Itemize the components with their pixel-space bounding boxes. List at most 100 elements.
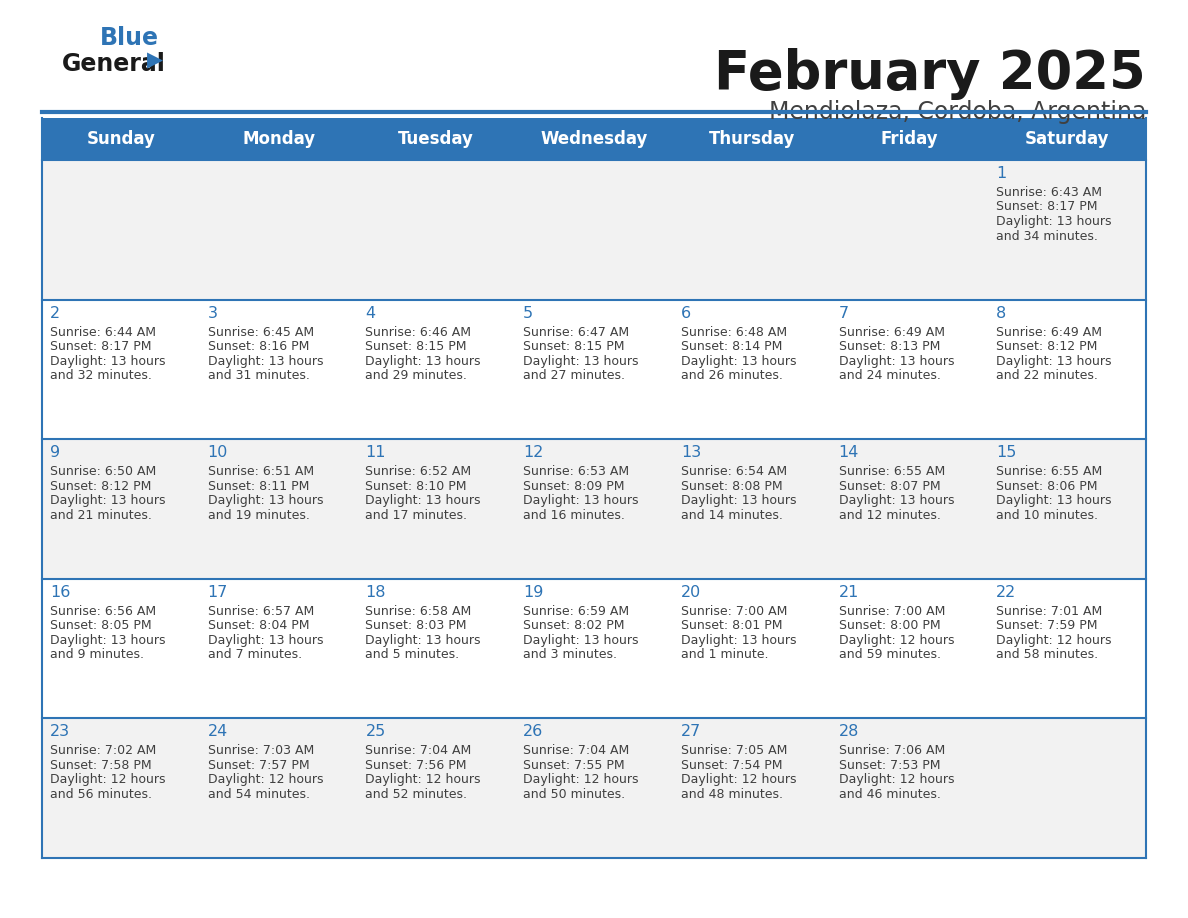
Text: Daylight: 13 hours: Daylight: 13 hours — [681, 633, 796, 647]
Text: Sunset: 8:09 PM: Sunset: 8:09 PM — [523, 480, 625, 493]
Bar — [42, 719, 1146, 858]
Text: 4: 4 — [366, 306, 375, 320]
Text: 21: 21 — [839, 585, 859, 599]
Text: Daylight: 13 hours: Daylight: 13 hours — [681, 494, 796, 508]
Text: 18: 18 — [366, 585, 386, 599]
Text: and 50 minutes.: and 50 minutes. — [523, 788, 625, 800]
Text: Thursday: Thursday — [708, 130, 795, 148]
Text: Sunrise: 7:00 AM: Sunrise: 7:00 AM — [681, 605, 788, 618]
Text: Sunset: 7:55 PM: Sunset: 7:55 PM — [523, 759, 625, 772]
Text: Daylight: 13 hours: Daylight: 13 hours — [997, 494, 1112, 508]
Text: and 58 minutes.: and 58 minutes. — [997, 648, 1099, 661]
Text: Daylight: 13 hours: Daylight: 13 hours — [997, 215, 1112, 228]
Text: Daylight: 13 hours: Daylight: 13 hours — [50, 633, 165, 647]
Text: Sunset: 7:57 PM: Sunset: 7:57 PM — [208, 759, 309, 772]
Text: Sunset: 8:12 PM: Sunset: 8:12 PM — [50, 480, 151, 493]
Text: Daylight: 12 hours: Daylight: 12 hours — [366, 773, 481, 787]
Text: Sunset: 8:15 PM: Sunset: 8:15 PM — [366, 340, 467, 353]
Text: Sunset: 8:08 PM: Sunset: 8:08 PM — [681, 480, 783, 493]
Text: Daylight: 12 hours: Daylight: 12 hours — [997, 633, 1112, 647]
Text: Daylight: 13 hours: Daylight: 13 hours — [208, 354, 323, 367]
Text: 27: 27 — [681, 724, 701, 739]
Text: Sunset: 8:15 PM: Sunset: 8:15 PM — [523, 340, 625, 353]
Text: Daylight: 12 hours: Daylight: 12 hours — [839, 633, 954, 647]
Text: Daylight: 13 hours: Daylight: 13 hours — [366, 494, 481, 508]
Text: 8: 8 — [997, 306, 1006, 320]
Text: General: General — [62, 52, 166, 76]
Text: Sunrise: 6:43 AM: Sunrise: 6:43 AM — [997, 186, 1102, 199]
Text: Daylight: 13 hours: Daylight: 13 hours — [50, 494, 165, 508]
Text: 5: 5 — [523, 306, 533, 320]
Text: Daylight: 12 hours: Daylight: 12 hours — [523, 773, 639, 787]
Text: Sunrise: 7:01 AM: Sunrise: 7:01 AM — [997, 605, 1102, 618]
Bar — [42, 579, 1146, 719]
Text: Sunset: 8:14 PM: Sunset: 8:14 PM — [681, 340, 782, 353]
Text: 2: 2 — [50, 306, 61, 320]
Text: Tuesday: Tuesday — [398, 130, 474, 148]
Text: and 22 minutes.: and 22 minutes. — [997, 369, 1098, 382]
Text: Sunrise: 6:58 AM: Sunrise: 6:58 AM — [366, 605, 472, 618]
Text: 7: 7 — [839, 306, 848, 320]
Text: 15: 15 — [997, 445, 1017, 460]
Text: 17: 17 — [208, 585, 228, 599]
Text: 23: 23 — [50, 724, 70, 739]
Text: Daylight: 13 hours: Daylight: 13 hours — [208, 633, 323, 647]
Text: and 10 minutes.: and 10 minutes. — [997, 509, 1098, 521]
Bar — [42, 439, 1146, 579]
Text: Sunrise: 6:45 AM: Sunrise: 6:45 AM — [208, 326, 314, 339]
Text: Daylight: 13 hours: Daylight: 13 hours — [208, 494, 323, 508]
Text: Sunset: 8:04 PM: Sunset: 8:04 PM — [208, 620, 309, 633]
Text: and 19 minutes.: and 19 minutes. — [208, 509, 310, 521]
Text: Sunset: 8:01 PM: Sunset: 8:01 PM — [681, 620, 783, 633]
Text: Sunrise: 7:03 AM: Sunrise: 7:03 AM — [208, 744, 314, 757]
Text: Sunset: 8:03 PM: Sunset: 8:03 PM — [366, 620, 467, 633]
Text: Daylight: 13 hours: Daylight: 13 hours — [366, 633, 481, 647]
Text: Sunrise: 6:53 AM: Sunrise: 6:53 AM — [523, 465, 630, 478]
Text: 11: 11 — [366, 445, 386, 460]
Text: Daylight: 13 hours: Daylight: 13 hours — [997, 354, 1112, 367]
Text: Sunrise: 6:55 AM: Sunrise: 6:55 AM — [839, 465, 944, 478]
Text: Daylight: 13 hours: Daylight: 13 hours — [366, 354, 481, 367]
Text: Sunrise: 6:50 AM: Sunrise: 6:50 AM — [50, 465, 157, 478]
Text: Daylight: 13 hours: Daylight: 13 hours — [839, 494, 954, 508]
Text: Sunrise: 6:48 AM: Sunrise: 6:48 AM — [681, 326, 786, 339]
Text: 19: 19 — [523, 585, 544, 599]
Text: Sunrise: 6:51 AM: Sunrise: 6:51 AM — [208, 465, 314, 478]
Text: Daylight: 13 hours: Daylight: 13 hours — [523, 633, 639, 647]
Text: Sunset: 8:13 PM: Sunset: 8:13 PM — [839, 340, 940, 353]
Text: Sunset: 8:11 PM: Sunset: 8:11 PM — [208, 480, 309, 493]
Text: and 21 minutes.: and 21 minutes. — [50, 509, 152, 521]
Bar — [42, 160, 1146, 299]
Text: and 27 minutes.: and 27 minutes. — [523, 369, 625, 382]
Text: Sunrise: 6:59 AM: Sunrise: 6:59 AM — [523, 605, 630, 618]
Text: Sunrise: 6:57 AM: Sunrise: 6:57 AM — [208, 605, 314, 618]
Text: Mendiolaza, Cordoba, Argentina: Mendiolaza, Cordoba, Argentina — [769, 100, 1146, 124]
Text: 1: 1 — [997, 166, 1006, 181]
Text: and 32 minutes.: and 32 minutes. — [50, 369, 152, 382]
Text: Sunset: 7:53 PM: Sunset: 7:53 PM — [839, 759, 940, 772]
Text: Sunrise: 6:55 AM: Sunrise: 6:55 AM — [997, 465, 1102, 478]
Text: Sunset: 8:05 PM: Sunset: 8:05 PM — [50, 620, 152, 633]
Text: Sunrise: 6:49 AM: Sunrise: 6:49 AM — [839, 326, 944, 339]
Text: Sunrise: 7:04 AM: Sunrise: 7:04 AM — [366, 744, 472, 757]
Text: Blue: Blue — [100, 26, 159, 50]
Text: Friday: Friday — [880, 130, 939, 148]
Text: Daylight: 13 hours: Daylight: 13 hours — [681, 354, 796, 367]
Text: and 31 minutes.: and 31 minutes. — [208, 369, 310, 382]
Text: Daylight: 13 hours: Daylight: 13 hours — [839, 354, 954, 367]
Text: Sunset: 8:07 PM: Sunset: 8:07 PM — [839, 480, 940, 493]
Text: and 16 minutes.: and 16 minutes. — [523, 509, 625, 521]
Text: Daylight: 12 hours: Daylight: 12 hours — [208, 773, 323, 787]
Text: and 59 minutes.: and 59 minutes. — [839, 648, 941, 661]
Text: 25: 25 — [366, 724, 386, 739]
Text: and 34 minutes.: and 34 minutes. — [997, 230, 1098, 242]
Text: Sunrise: 6:44 AM: Sunrise: 6:44 AM — [50, 326, 156, 339]
Text: Monday: Monday — [242, 130, 315, 148]
Text: Sunrise: 6:47 AM: Sunrise: 6:47 AM — [523, 326, 630, 339]
Text: Sunset: 7:54 PM: Sunset: 7:54 PM — [681, 759, 783, 772]
Text: Daylight: 13 hours: Daylight: 13 hours — [523, 354, 639, 367]
Text: ▶: ▶ — [147, 50, 163, 70]
Text: and 5 minutes.: and 5 minutes. — [366, 648, 460, 661]
Text: 26: 26 — [523, 724, 543, 739]
Text: Sunday: Sunday — [87, 130, 156, 148]
